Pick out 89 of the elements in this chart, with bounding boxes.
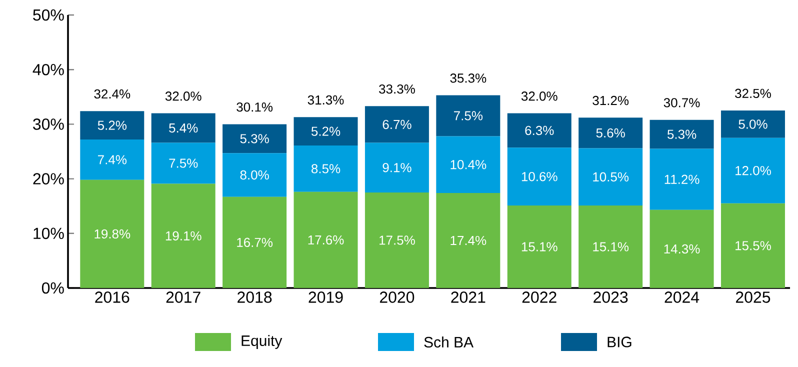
total-label: 35.3%	[450, 74, 486, 83]
data-label: 15.1%	[522, 242, 558, 252]
bar	[222, 124, 287, 154]
data-label: 6.7%	[382, 120, 412, 130]
bar	[578, 206, 643, 288]
y-tick-label: 40%	[32, 64, 64, 76]
data-label: 19.1%	[166, 231, 202, 240]
bar	[720, 203, 785, 288]
x-tick-label: 2024	[664, 292, 700, 303]
total-label: 32.4%	[94, 89, 130, 99]
data-label: 5.6%	[596, 128, 625, 138]
bar	[436, 193, 500, 288]
bar	[151, 113, 216, 143]
data-label: 5.4%	[169, 123, 198, 133]
bar	[222, 153, 287, 197]
x-tick-label: 2023	[594, 292, 628, 303]
total-label: 32.0%	[521, 92, 558, 101]
data-label: 19.8%	[94, 229, 130, 239]
x-tick-label: 2021	[451, 292, 486, 303]
y-tick-label: 50%	[33, 9, 64, 21]
total-label: 32.5%	[735, 88, 771, 98]
x-tick-label: 2019	[308, 292, 343, 303]
data-label: 17.5%	[380, 236, 415, 245]
x-tick-label: 2020	[380, 292, 414, 303]
data-label: 17.6%	[308, 235, 344, 245]
data-label: 10.5%	[593, 172, 629, 182]
bar	[151, 184, 216, 288]
data-label: 5.0%	[738, 120, 768, 129]
data-label: 5.2%	[98, 120, 127, 130]
data-label: 8.0%	[240, 170, 269, 180]
x-tick-label: 2025	[736, 292, 770, 303]
data-label: 7.5%	[454, 111, 483, 120]
bar	[436, 95, 500, 136]
data-label: 12.0%	[736, 166, 771, 176]
bar	[294, 145, 358, 192]
bar	[650, 120, 714, 149]
bar	[151, 142, 216, 184]
x-tick-label: 2022	[522, 292, 556, 303]
legend-label: BIG	[608, 336, 632, 348]
data-label: 14.3%	[664, 244, 700, 254]
data-label: 7.4%	[98, 155, 127, 164]
data-label: 8.5%	[312, 164, 340, 174]
data-label: 10.4%	[450, 160, 486, 170]
data-label: 16.7%	[237, 238, 273, 248]
y-tick-label: 30%	[33, 118, 64, 130]
y-tick-label: 0%	[42, 282, 64, 294]
bar	[222, 196, 287, 288]
bar	[80, 139, 144, 180]
data-label: 15.5%	[736, 241, 771, 250]
data-label: 7.5%	[169, 158, 198, 168]
bar	[650, 148, 714, 210]
data-label: 11.2%	[664, 174, 700, 184]
data-label: 5.2%	[311, 126, 340, 136]
total-label: 33.3%	[379, 84, 415, 94]
bar	[364, 192, 429, 288]
bar	[507, 206, 572, 288]
bar	[436, 136, 500, 193]
bar	[720, 138, 785, 204]
bar	[364, 106, 429, 143]
total-label: 31.3%	[308, 95, 344, 105]
bar	[720, 110, 785, 138]
y-tick-label: 20%	[33, 173, 64, 184]
bar	[294, 192, 358, 288]
bar	[80, 111, 144, 140]
bar	[80, 180, 144, 288]
data-label: 10.6%	[522, 172, 558, 182]
legend-label: Equity	[242, 335, 282, 349]
bar	[507, 113, 572, 148]
data-label: 17.4%	[450, 236, 486, 246]
legend-label: Sch BA	[424, 336, 474, 348]
y-tick-label: 10%	[34, 228, 64, 240]
x-tick-label: 2018	[238, 292, 272, 303]
bar	[294, 117, 358, 146]
total-label: 31.2%	[592, 96, 629, 106]
data-label: 15.1%	[593, 242, 629, 252]
bar	[507, 148, 572, 206]
data-label: 6.3%	[525, 126, 554, 136]
x-tick-label: 2017	[166, 292, 200, 303]
data-label: 5.3%	[667, 130, 696, 139]
bar	[578, 118, 643, 148]
total-label: 30.7%	[664, 98, 700, 108]
x-tick-label: 2016	[95, 292, 130, 303]
bar	[364, 142, 429, 192]
data-label: 9.1%	[382, 163, 412, 172]
bar	[578, 148, 643, 206]
total-label: 30.1%	[236, 102, 273, 112]
total-label: 32.0%	[165, 92, 202, 101]
bar	[650, 210, 714, 288]
data-label: 5.3%	[240, 134, 269, 144]
